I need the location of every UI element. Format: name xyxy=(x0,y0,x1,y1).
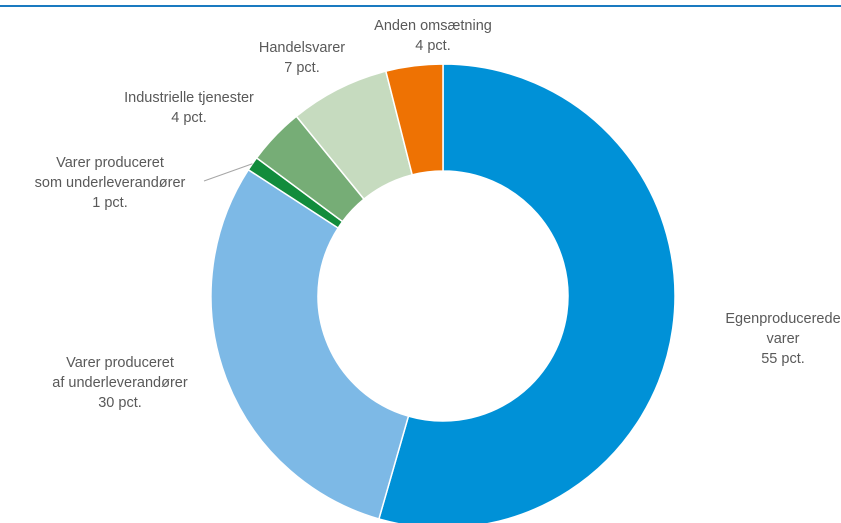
data-label-4-line-1: 7 pct. xyxy=(284,60,319,76)
data-label-1: Varer produceret af underleverandører 30 p… xyxy=(52,355,188,411)
data-label-5-line-1: 4 pct. xyxy=(415,38,450,54)
data-label-1-line-2: 30 pct. xyxy=(98,395,142,411)
slice-5 xyxy=(384,63,444,176)
leader-line-2 xyxy=(203,163,253,182)
data-label-1-line-1: af underleverandører xyxy=(52,375,188,391)
data-label-0-line-0: Egenproducerede xyxy=(725,311,840,327)
labels-group: Egenproducerede varer 55 pct. Varer produce… xyxy=(35,18,841,411)
data-label-4: Handelsvarer 7 pct. xyxy=(259,40,345,76)
data-label-2: Varer produceret som underleverandører 1 p… xyxy=(35,155,186,211)
data-label-3-line-0: Industrielle tjenester xyxy=(124,90,254,106)
slice-1 xyxy=(210,168,410,520)
data-label-2-line-1: som underleverandører xyxy=(35,175,186,191)
data-label-0-line-2: 55 pct. xyxy=(761,351,805,367)
data-label-0-line-1: varer xyxy=(766,331,799,347)
data-label-1-line-0: Varer produceret xyxy=(66,355,174,371)
data-label-2-line-0: Varer produceret xyxy=(56,155,164,171)
top-rule xyxy=(0,5,841,7)
data-label-5-line-0: Anden omsætning xyxy=(374,18,492,34)
slices-group xyxy=(210,63,676,523)
data-label-3: Industrielle tjenester 4 pct. xyxy=(124,90,254,126)
slice-0 xyxy=(377,63,676,523)
data-label-3-line-1: 4 pct. xyxy=(171,110,206,126)
data-label-2-line-2: 1 pct. xyxy=(92,195,127,211)
data-label-5: Anden omsætning 4 pct. xyxy=(374,18,492,54)
data-label-4-line-0: Handelsvarer xyxy=(259,40,345,56)
data-label-0: Egenproducerede varer 55 pct. xyxy=(725,311,840,367)
leader-lines-group xyxy=(203,163,253,182)
